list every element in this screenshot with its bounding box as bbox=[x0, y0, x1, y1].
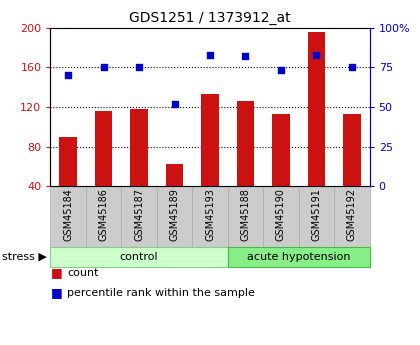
Point bbox=[100, 65, 107, 70]
Bar bbox=[95, 111, 113, 186]
Text: ■: ■ bbox=[50, 286, 62, 299]
Text: ■: ■ bbox=[50, 266, 62, 279]
Text: count: count bbox=[67, 268, 99, 278]
Text: control: control bbox=[120, 252, 158, 262]
Text: acute hypotension: acute hypotension bbox=[247, 252, 350, 262]
Bar bbox=[165, 165, 184, 186]
Point bbox=[349, 65, 355, 70]
Point bbox=[207, 52, 213, 57]
Point bbox=[65, 72, 71, 78]
Point bbox=[313, 52, 320, 57]
Text: percentile rank within the sample: percentile rank within the sample bbox=[67, 288, 255, 297]
Title: GDS1251 / 1373912_at: GDS1251 / 1373912_at bbox=[129, 11, 291, 25]
Bar bbox=[307, 32, 325, 186]
Bar bbox=[236, 101, 255, 186]
Point bbox=[242, 53, 249, 59]
Bar bbox=[343, 114, 361, 186]
Bar bbox=[272, 114, 290, 186]
Bar bbox=[50, 28, 370, 186]
Bar bbox=[59, 137, 77, 186]
Bar bbox=[130, 109, 148, 186]
Point bbox=[278, 68, 284, 73]
Text: stress ▶: stress ▶ bbox=[2, 252, 47, 262]
Point bbox=[171, 101, 178, 107]
Bar bbox=[201, 94, 219, 186]
Point bbox=[136, 65, 142, 70]
